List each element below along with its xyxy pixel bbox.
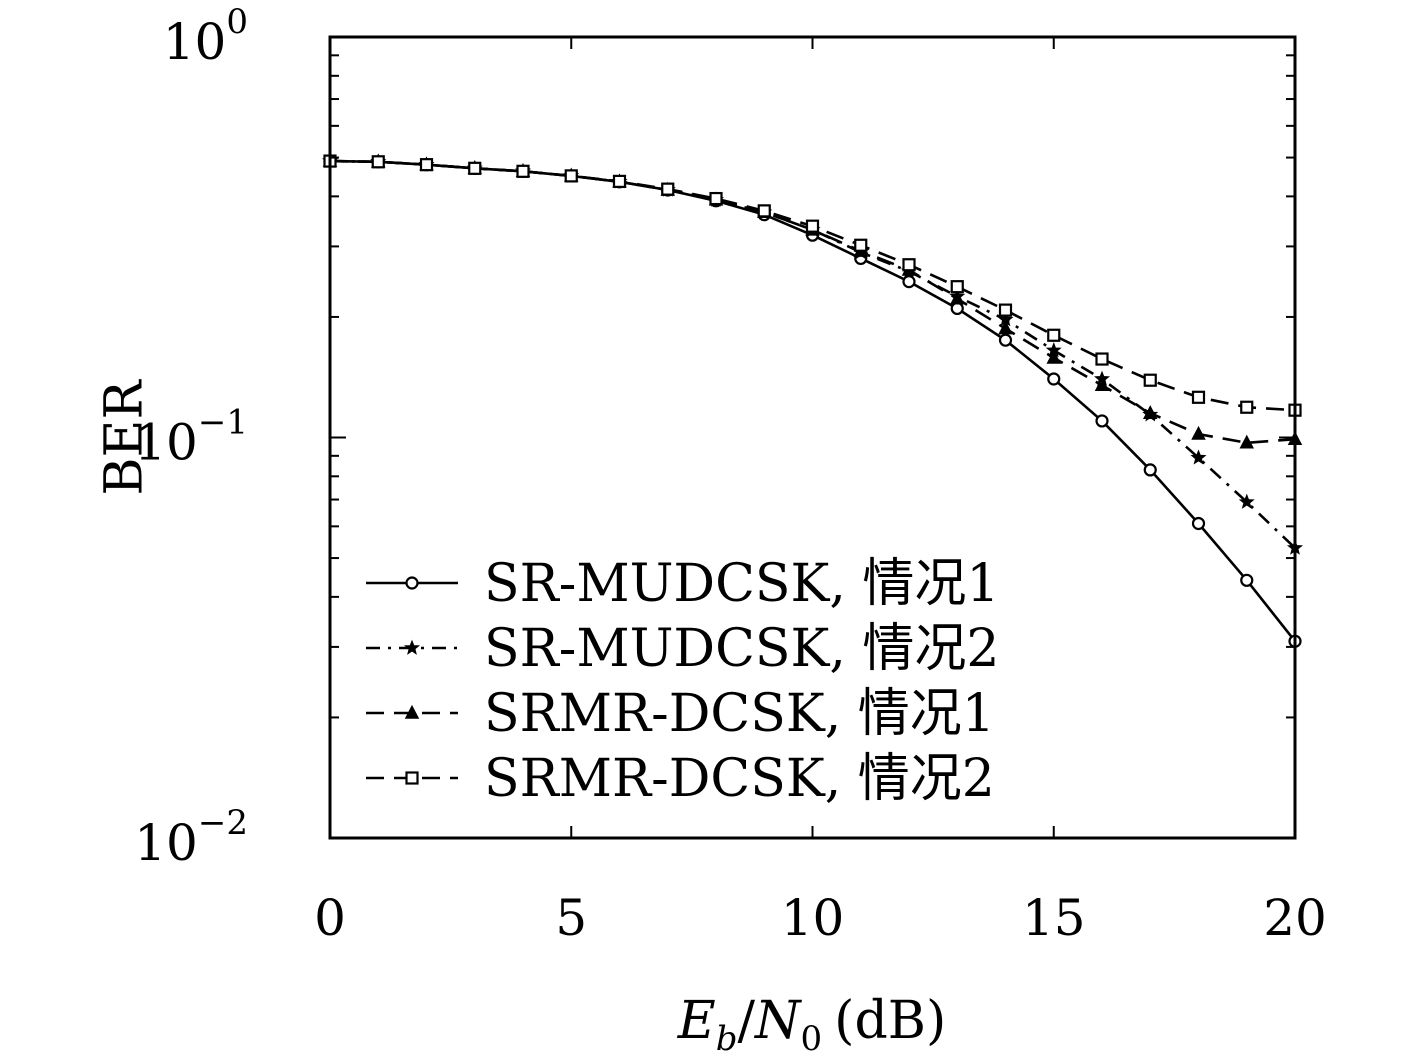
legend-marker <box>405 771 419 785</box>
data-point <box>468 161 482 175</box>
data-point <box>1046 349 1061 364</box>
legend-marker <box>404 704 420 719</box>
x-axis-label: Eb/N0 (dB) <box>677 991 946 1059</box>
legend-label: SRMR-DCSK, 情况1 <box>484 684 995 744</box>
legend-entry: SRMR-DCSK, 情况2 <box>366 749 995 809</box>
data-point <box>1143 373 1157 387</box>
data-point <box>805 219 820 233</box>
x-tick-label: 0 <box>314 889 346 947</box>
data-point <box>998 303 1013 317</box>
legend-marker <box>405 576 419 590</box>
y-tick-label: 10−2 <box>134 803 248 872</box>
data-point <box>902 275 916 289</box>
data-point <box>950 290 965 305</box>
data-point <box>1094 377 1110 392</box>
data-point <box>419 158 434 172</box>
data-point <box>1240 573 1254 587</box>
data-point <box>854 238 868 252</box>
legend-label: SRMR-DCSK, 情况2 <box>484 749 995 809</box>
legend-label: SR-MUDCSK, 情况1 <box>484 554 1000 614</box>
series-4 <box>323 154 1302 417</box>
x-tick-label: 15 <box>1022 889 1086 947</box>
data-point <box>661 182 675 196</box>
data-point <box>1143 405 1158 419</box>
legend-entry: SR-MUDCSK, 情况2 <box>366 619 1000 679</box>
data-point <box>950 301 964 316</box>
data-point <box>1047 372 1061 386</box>
data-point <box>1191 390 1206 404</box>
data-point <box>1238 493 1255 509</box>
series-line <box>329 159 1296 445</box>
data-point <box>516 164 530 178</box>
data-point <box>1191 516 1206 531</box>
data-point <box>1190 449 1207 465</box>
series-line <box>329 159 1296 549</box>
legend-entry: SRMR-DCSK, 情况1 <box>366 684 995 744</box>
data-point <box>1047 328 1061 342</box>
series-line <box>329 159 1296 412</box>
data-point <box>1095 414 1109 428</box>
data-point <box>1143 463 1157 477</box>
x-tick-label: 5 <box>555 889 587 947</box>
series-2 <box>321 152 1304 555</box>
data-point <box>757 204 771 218</box>
y-axis-label: BER <box>95 378 155 495</box>
y-tick-label: 100 <box>163 2 248 71</box>
x-tick-label: 20 <box>1263 889 1327 947</box>
data-point <box>998 320 1013 335</box>
legend-label: SR-MUDCSK, 情况2 <box>484 619 1000 679</box>
data-point <box>950 280 964 294</box>
x-tick-label: 10 <box>781 889 845 947</box>
data-point <box>998 333 1013 347</box>
legend-marker <box>403 639 421 655</box>
series-3 <box>322 152 1303 449</box>
data-point <box>1191 425 1206 440</box>
data-point <box>612 174 627 188</box>
data-point <box>564 169 578 183</box>
legend-entry: SR-MUDCSK, 情况1 <box>366 554 1000 614</box>
data-point <box>1239 434 1254 449</box>
data-point <box>1240 400 1254 414</box>
data-point <box>709 191 723 206</box>
data-point <box>902 258 916 272</box>
data-point <box>1095 352 1109 366</box>
plot-area <box>321 152 1304 648</box>
data-point <box>371 155 385 169</box>
